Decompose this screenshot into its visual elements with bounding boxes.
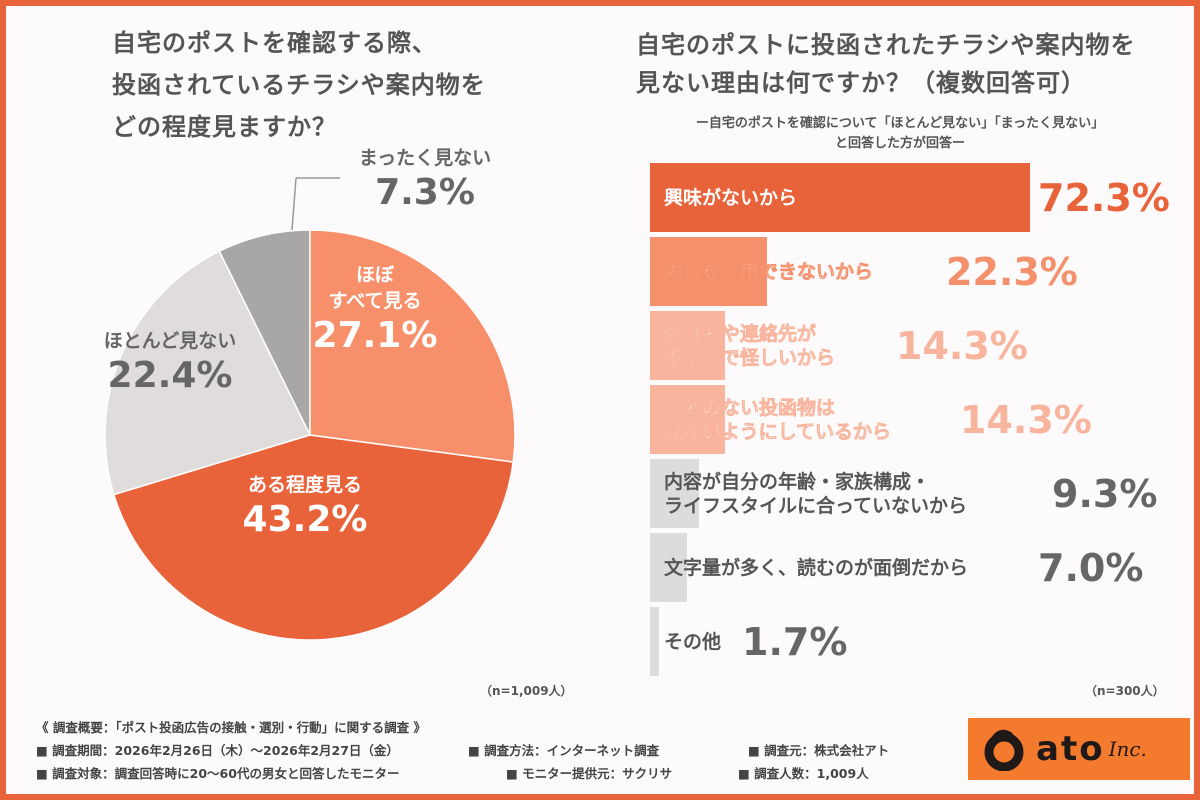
bar-label-line: その他: [664, 630, 722, 653]
bar-label: 会社名や連絡先が 不明瞭で怪しいから: [664, 311, 836, 380]
bar-label: その他: [664, 607, 721, 676]
pie-slice: [112, 434, 515, 641]
bar-label-line: 見ないようにしているから: [664, 420, 892, 443]
bar-value-label: 14.3%: [960, 397, 1092, 442]
survey-period: ■ 調査期間：2026年2月26日（木）〜2026年2月27日（金）: [36, 743, 399, 758]
subtitle-line: と回答した方が回答ー: [834, 136, 965, 151]
right-title-line: 見ない理由は何ですか？（複数回答可）: [636, 69, 1086, 97]
pie-value-label: 43.2%: [242, 499, 368, 540]
bar: [650, 533, 687, 602]
bar-label: 文字量が多く、読むのが面倒だから: [664, 533, 968, 602]
pie-slice-label: ほとんど見ない 22.4%: [60, 328, 280, 398]
bar: [650, 607, 659, 676]
bar-label: 内容を信用できないから: [664, 237, 874, 306]
pie-label-text: ある程度見る: [247, 474, 362, 496]
pie-slice-label: ほぼすべて見る 27.1%: [265, 262, 485, 358]
survey-source: ■ 調査元：株式会社アト: [748, 743, 890, 758]
bar-label-line: 不明瞭で怪しいから: [664, 346, 836, 369]
bar-value-label: 14.3%: [896, 323, 1028, 368]
bar: [650, 163, 1030, 232]
bar: [650, 311, 726, 380]
bar-label-line: 宛名のない投函物は: [664, 396, 836, 419]
monitor-provider: ■ モニター提供元：サクリサ: [506, 766, 673, 781]
pie-slice: [104, 250, 312, 496]
pie-label-text: ほとんど見ない: [103, 330, 237, 352]
bar-label-line: 内容を信用できないから: [664, 260, 874, 283]
bar-label-line: 内容が自分の年齢・家族構成・: [664, 470, 931, 493]
left-sample-size: （n=1,009人）: [480, 684, 573, 698]
bar-label-line: 文字量が多く、読むのが面倒だから: [664, 556, 969, 579]
survey-heading: 《 調査概要：「ポスト投函広告の接触・選別・行動」に関する調査 》: [36, 720, 426, 735]
bar-label: 内容が自分の年齢・家族構成・ ライフスタイルに合っていないから: [664, 459, 967, 528]
pie-value-label: 7.3%: [375, 172, 475, 213]
bar: [650, 385, 726, 454]
bar-label-line: 会社名や連絡先が: [664, 322, 817, 345]
left-title: 自宅のポストを確認する際、 投函されているチラシや案内物を どの程度見ますか？: [112, 22, 486, 148]
leader-line: [291, 177, 297, 231]
survey-method: ■ 調査方法：インターネット調査: [468, 743, 660, 758]
pie-value-label: 22.4%: [107, 355, 233, 396]
bar-value-label: 1.7%: [742, 619, 848, 664]
logo-mark-icon: [984, 729, 1024, 771]
bar-value-label: 22.3%: [946, 249, 1078, 294]
left-title-line: どの程度見ますか？: [112, 113, 337, 141]
bar-label-line: ライフスタイルに合っていないから: [664, 494, 968, 517]
pie-label-text: まったく見ない: [358, 147, 492, 169]
bar: [650, 459, 699, 528]
right-title-line: 自宅のポストに投函されたチラシや案内物を: [636, 31, 1136, 59]
pie-slice-label: まったく見ない 7.3%: [315, 145, 535, 215]
pie-slice: [309, 229, 516, 463]
pie-value-label: 27.1%: [312, 315, 438, 356]
pie-slice-label: ある程度見る 43.2%: [195, 472, 415, 542]
left-title-line: 自宅のポストを確認する際、: [112, 29, 437, 57]
pie-label-text: すべて見る: [328, 290, 422, 312]
right-subtitle: ー自宅のポストを確認について「ほとんど見ない」「まったく見ない」 と回答した方が…: [640, 114, 1160, 154]
bar-value-label: 7.0%: [1038, 545, 1144, 590]
bar-value-label: 9.3%: [1052, 471, 1158, 516]
survey-target: ■ 調査対象：調査回答時に20〜60代の男女と回答したモニター: [36, 766, 400, 781]
bar: [650, 237, 768, 306]
right-title: 自宅のポストに投函されたチラシや案内物を 見ない理由は何ですか？（複数回答可）: [636, 26, 1136, 102]
logo-text: ato: [1036, 729, 1105, 769]
bar-label: 宛名のない投函物は 見ないようにしているから: [664, 385, 892, 454]
survey-count: ■ 調査人数：1,009人: [738, 766, 869, 781]
right-sample-size: （n=300人）: [1085, 684, 1165, 698]
ato-logo: ato Inc.: [968, 718, 1190, 780]
bar-label-line: 興味がないから: [664, 186, 798, 209]
left-title-line: 投函されているチラシや案内物を: [112, 71, 486, 99]
pie-label-text: ほぼ: [355, 264, 394, 286]
bar-label: 興味がないから: [664, 163, 797, 232]
pie-chart: [104, 177, 516, 641]
logo-inc: Inc.: [1108, 737, 1147, 761]
subtitle-line: ー自宅のポストを確認について「ほとんど見ない」「まったく見ない」: [695, 116, 1105, 131]
bar-value-label: 72.3%: [1038, 175, 1170, 220]
